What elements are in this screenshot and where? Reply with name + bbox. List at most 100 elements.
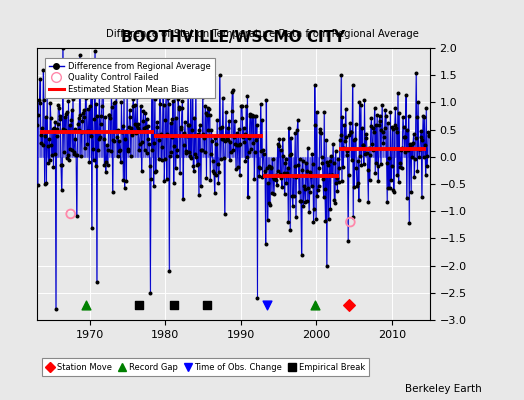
Point [163, 130, 171, 137]
Point [293, 126, 301, 133]
Point [68, 146, 77, 153]
Point [266, 202, 274, 208]
Point [118, 123, 127, 130]
Point [93, 113, 102, 120]
Point [190, 115, 199, 121]
Point [73, 152, 82, 158]
Point [166, 120, 174, 126]
Point [161, 117, 170, 124]
Point [139, 108, 148, 114]
Point [276, 171, 285, 177]
Point [102, 169, 110, 175]
Point [228, 88, 236, 95]
Point [130, 128, 138, 135]
Point [361, 96, 369, 103]
Point [199, 94, 207, 100]
Point [35, 97, 43, 103]
Point [249, 113, 258, 119]
Point [183, 133, 191, 139]
Point [77, 112, 85, 118]
Point [308, 151, 316, 157]
Point [203, 104, 212, 111]
Point [359, 161, 368, 168]
Point [202, 175, 211, 181]
Point [396, 164, 405, 170]
Point [250, 176, 258, 182]
Point [321, 186, 329, 192]
Point [353, 182, 361, 189]
Point [264, 180, 272, 187]
Point [33, 121, 41, 128]
Point [412, 70, 420, 76]
Point [59, 126, 68, 132]
Point [367, 115, 376, 121]
Point [420, 154, 428, 160]
Point [283, 170, 291, 177]
Point [252, 137, 260, 143]
Point [265, 162, 274, 169]
Point [191, 88, 200, 94]
Point [386, 185, 394, 192]
Point [46, 157, 54, 163]
Point [311, 82, 319, 88]
Point [121, 185, 129, 191]
Point [380, 134, 388, 140]
Point [53, 126, 61, 132]
Point [182, 150, 190, 156]
Point [208, 138, 216, 145]
Point [281, 160, 289, 166]
Point [292, 214, 300, 220]
Point [44, 160, 52, 166]
Point [173, 146, 182, 153]
Point [241, 158, 249, 164]
Point [246, 111, 255, 117]
Point [72, 213, 81, 219]
Point [258, 174, 267, 180]
Point [238, 115, 246, 121]
Point [109, 136, 117, 143]
Point [215, 169, 223, 175]
Point [216, 125, 224, 132]
Point [174, 96, 182, 102]
Point [290, 193, 298, 199]
Point [220, 154, 228, 161]
Point [200, 134, 208, 141]
Point [139, 118, 147, 124]
Point [378, 129, 387, 135]
Point [274, 168, 282, 174]
Point [169, 98, 177, 104]
Point [184, 80, 192, 86]
Point [69, 96, 77, 102]
Point [116, 147, 124, 153]
Point [300, 183, 308, 189]
Point [88, 225, 96, 232]
Title: BOOTHVILLE/WSCMO CITY: BOOTHVILLE/WSCMO CITY [121, 30, 345, 46]
Point [136, 128, 145, 134]
Point [277, 147, 285, 154]
Point [286, 152, 294, 158]
Point [97, 113, 105, 119]
Point [343, 148, 352, 154]
Point [418, 194, 426, 201]
Point [38, 142, 47, 148]
Point [325, 172, 333, 179]
Point [405, 113, 413, 119]
Point [398, 144, 407, 151]
Point [47, 142, 56, 148]
Point [184, 148, 193, 155]
Point [75, 127, 83, 133]
Point [218, 136, 226, 142]
Point [205, 105, 213, 112]
Point [146, 290, 155, 296]
Point [156, 75, 164, 81]
Point [202, 109, 210, 116]
Point [387, 163, 396, 169]
Point [164, 95, 172, 102]
Point [59, 45, 67, 51]
Point [226, 138, 235, 145]
Point [58, 162, 67, 168]
Point [40, 180, 49, 187]
Point [240, 138, 248, 145]
Point [222, 109, 230, 116]
Point [212, 172, 221, 178]
